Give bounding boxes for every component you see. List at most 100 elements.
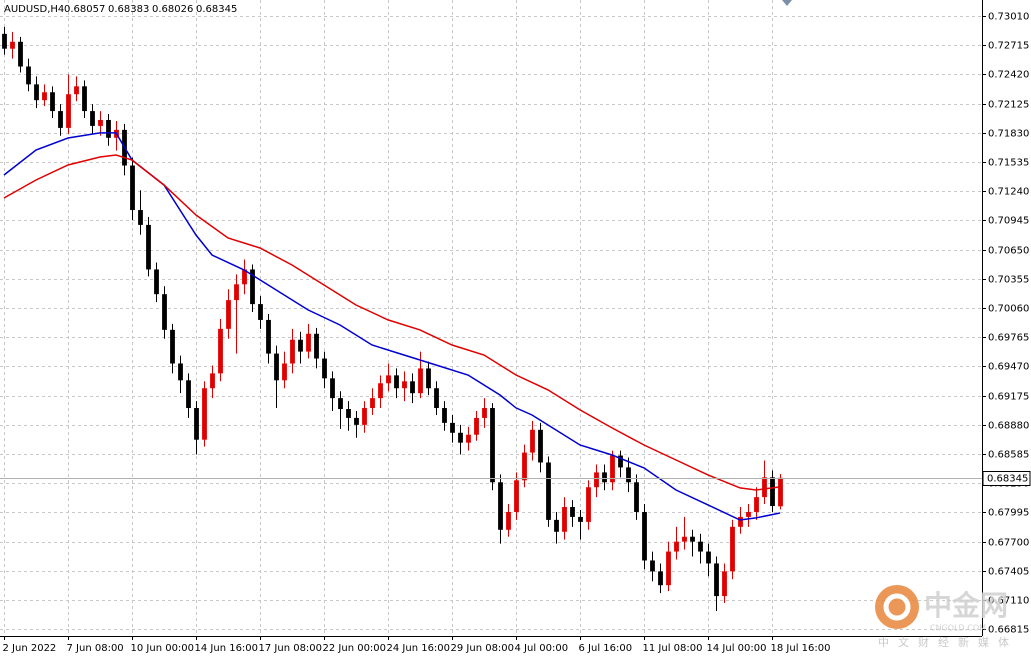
candle-body — [298, 339, 303, 352]
candle-body — [482, 408, 487, 418]
candle-body — [362, 408, 367, 425]
candle-body — [58, 111, 63, 128]
candle-body — [202, 388, 207, 440]
y-tick-label: 0.69765 — [988, 333, 1029, 344]
candle-body — [186, 380, 191, 409]
candle-body — [498, 482, 503, 530]
candle-body — [570, 507, 575, 517]
x-tick-label: 4 Jul 00:00 — [515, 643, 569, 654]
candle-body — [26, 66, 31, 85]
candle-body — [370, 398, 375, 409]
y-tick-label: 0.67405 — [988, 567, 1029, 578]
candle-body — [658, 571, 663, 586]
candle-body — [546, 462, 551, 520]
candle-body — [714, 563, 719, 597]
candle-body — [650, 560, 655, 572]
high-value: 0.68383 — [108, 4, 149, 15]
candle-body — [178, 363, 183, 381]
candle-body — [634, 482, 639, 512]
y-tick-label: 0.72125 — [988, 100, 1029, 111]
candle-body — [74, 86, 79, 95]
y-tick-label: 0.71535 — [988, 158, 1029, 169]
price-label-box — [982, 471, 1031, 486]
candle-body — [314, 333, 319, 359]
candle-body — [410, 381, 415, 394]
candle-body — [66, 94, 71, 128]
x-tick-label: 14 Jun 16:00 — [195, 643, 259, 654]
x-tick-label: 18 Jul 16:00 — [771, 643, 831, 654]
candle-body — [626, 467, 631, 483]
y-tick-label: 0.69470 — [988, 362, 1029, 373]
candle-body — [538, 429, 543, 463]
candle-body — [666, 551, 671, 586]
candle-body — [18, 41, 23, 67]
open-value: 0.68057 — [64, 4, 105, 15]
y-tick-label: 0.72715 — [988, 41, 1029, 52]
candle-body — [82, 86, 87, 112]
shift-marker — [782, 0, 792, 6]
candle-body — [162, 294, 167, 330]
candle-body — [522, 452, 527, 481]
candle-body — [458, 432, 463, 443]
candle-body — [290, 339, 295, 364]
candle-body — [402, 381, 407, 389]
labels: AUDUSD,H4 0.68057 0.68383 0.68026 0.6834… — [3, 4, 1031, 654]
y-tick-label: 0.70060 — [988, 304, 1029, 315]
candle-body — [234, 284, 239, 301]
x-tick-label: 17 Jun 08:00 — [259, 643, 323, 654]
x-tick-label: 10 Jun 00:00 — [131, 643, 195, 654]
y-tick-label: 0.67110 — [988, 596, 1029, 607]
candle-body — [554, 519, 559, 532]
y-tick-label: 0.68880 — [988, 421, 1029, 432]
y-tick-label: 0.66815 — [988, 625, 1029, 636]
candle-body — [706, 551, 711, 564]
candle-body — [242, 269, 247, 285]
candle-body — [778, 477, 783, 507]
watermark-site: CNGOLD.COM — [930, 624, 986, 633]
candle-body — [682, 536, 687, 542]
plot — [0, 26, 982, 611]
candle-body — [306, 333, 311, 352]
candle-body — [466, 434, 471, 443]
candle-body — [474, 417, 479, 435]
y-tick-label: 0.68585 — [988, 450, 1029, 461]
candle-body — [586, 487, 591, 522]
candle-body — [378, 383, 383, 399]
x-tick-label: 14 Jul 00:00 — [707, 643, 767, 654]
y-tick-label: 0.67995 — [988, 508, 1029, 519]
low-value: 0.68026 — [152, 4, 193, 15]
candle-body — [450, 422, 455, 433]
candle-body — [330, 378, 335, 399]
x-tick-label: 22 Jun 00:00 — [323, 643, 387, 654]
candle-body — [562, 507, 567, 532]
candle-body — [130, 165, 135, 211]
candle-body — [394, 375, 399, 389]
candle-body — [266, 319, 271, 354]
y-tick-label: 0.69175 — [988, 392, 1029, 403]
candle-body — [226, 300, 231, 329]
x-tick-label: 24 Jun 16:00 — [387, 643, 451, 654]
watermark-brand: 中金网 — [924, 589, 1008, 622]
candle-body — [730, 526, 735, 572]
moving-average — [3, 154, 781, 491]
grid — [0, 0, 986, 640]
candle-body — [434, 388, 439, 409]
y-tick-label: 0.71830 — [988, 129, 1029, 140]
candle-body — [722, 571, 727, 597]
candle-body — [322, 358, 327, 379]
candle-body — [250, 269, 255, 305]
candle-body — [90, 111, 95, 126]
candle-body — [210, 373, 215, 389]
candle-body — [282, 363, 287, 381]
candle-body — [738, 516, 743, 527]
candle-body — [338, 398, 343, 410]
candle-body — [770, 477, 775, 507]
candle-body — [50, 92, 55, 112]
candle-body — [98, 119, 103, 126]
candle-body — [154, 269, 159, 295]
candle-body — [386, 375, 391, 384]
candle-body — [146, 224, 151, 270]
candle-body — [10, 41, 15, 49]
